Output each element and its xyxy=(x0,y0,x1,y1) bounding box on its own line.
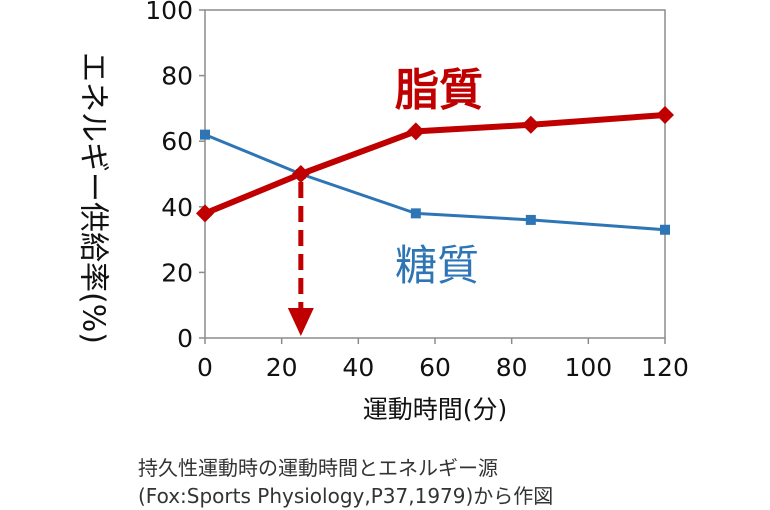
y-tick-label: 20 xyxy=(161,258,193,287)
data-point-carb xyxy=(660,224,670,235)
x-tick-label: 120 xyxy=(641,353,689,382)
data-point-fat xyxy=(196,204,214,223)
y-tick-label: 60 xyxy=(161,127,193,156)
y-tick-label: 80 xyxy=(161,62,193,91)
series-label-carb: 糖質 xyxy=(395,241,479,290)
data-point-fat xyxy=(291,165,310,183)
energy-supply-chart: 0 20 40 60 80 100 0 20 40 60 80 100 120 脂質 糖質 運動時間(… xyxy=(76,0,689,424)
crossover-arrow xyxy=(287,182,314,336)
y-tick-label: 100 xyxy=(145,0,193,25)
data-point-carb xyxy=(410,208,421,219)
x-axis-ticks: 0 20 40 60 80 100 120 xyxy=(197,338,689,382)
x-tick-label: 80 xyxy=(496,353,528,382)
y-tick-label: 40 xyxy=(161,193,193,222)
data-point-carb xyxy=(200,129,210,140)
x-tick-label: 20 xyxy=(266,353,298,382)
series-markers xyxy=(196,105,674,235)
x-tick-label: 0 xyxy=(197,353,213,382)
crossover-arrow-head xyxy=(287,308,314,336)
x-tick-label: 100 xyxy=(564,353,612,382)
data-point-fat xyxy=(656,105,674,124)
data-point-fat xyxy=(521,115,540,134)
y-tick-label: 0 xyxy=(177,324,193,353)
x-tick-label: 40 xyxy=(342,353,374,382)
x-axis-label: 運動時間(分) xyxy=(363,395,508,424)
data-point-carb xyxy=(525,214,536,225)
caption-line-1: 持久性運動時の運動時間とエネルギー源 xyxy=(138,456,498,480)
data-point-fat xyxy=(406,122,425,141)
y-axis-label: エネルギー供給率(%) xyxy=(76,52,111,344)
y-axis-ticks: 0 20 40 60 80 100 xyxy=(145,0,205,353)
x-tick-label: 60 xyxy=(419,353,451,382)
caption-line-2: (Fox:Sports Physiology,P37,1979)から作図 xyxy=(138,484,554,508)
plot-area xyxy=(204,9,666,339)
series-label-fat: 脂質 xyxy=(395,65,483,116)
